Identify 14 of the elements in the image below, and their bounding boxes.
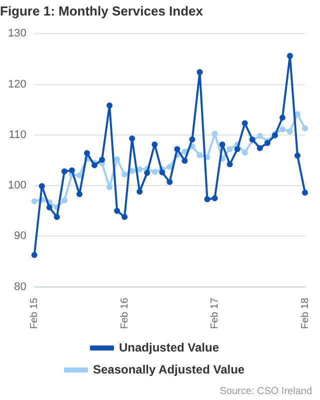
y-tick-label: 130 [8,28,26,40]
y-tick-label: 90 [14,230,26,242]
x-tick-label: Feb 16 [119,297,130,330]
x-tick-label: Feb 18 [300,297,311,330]
chart-title: Figure 1: Monthly Services Index [0,3,204,18]
source-note: Source: CSO Ireland [220,386,312,397]
y-tick-label: 120 [8,78,26,90]
y-tick-label: 80 [14,280,26,293]
legend-label: Seasonally Adjusted Value [92,362,245,376]
x-tick-label: Feb 15 [29,297,40,330]
x-tick-label: Feb 17 [210,297,221,330]
y-tick-label: 110 [8,128,26,141]
legend-label: Unadjusted Value [118,340,220,354]
y-tick-label: 100 [8,180,26,192]
